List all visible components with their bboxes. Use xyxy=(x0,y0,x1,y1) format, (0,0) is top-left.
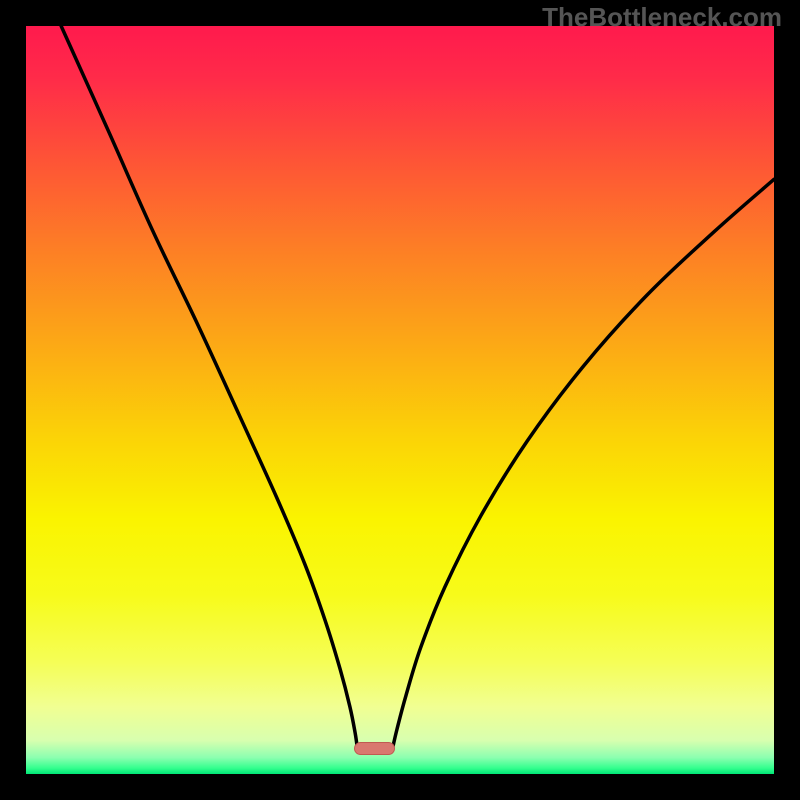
bottleneck-curves xyxy=(26,26,774,774)
curve-right xyxy=(393,179,774,748)
plot-area xyxy=(26,26,774,774)
optimal-marker xyxy=(354,742,395,755)
watermark-text: TheBottleneck.com xyxy=(542,2,782,33)
curve-left xyxy=(61,26,357,749)
